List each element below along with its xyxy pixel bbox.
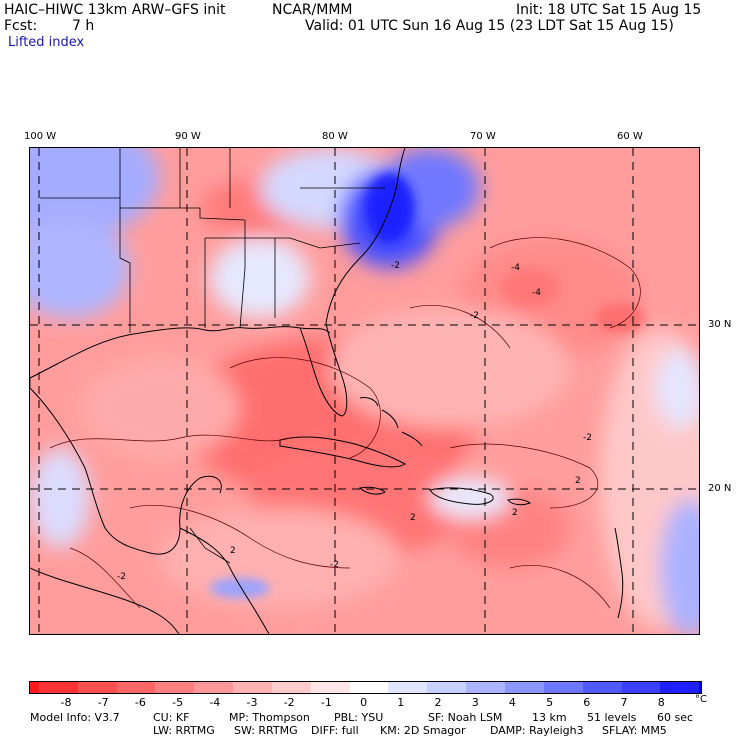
model-info-resolution: 13 km [532,711,567,724]
contour-label: 2 [575,476,581,486]
model-info-km: KM: 2D Smagor [380,724,466,737]
colorbar-tick-label: -4 [209,696,221,709]
colorbar-box [310,682,350,693]
forecast-hour: 7 h [72,18,95,34]
contour-label: -4 [511,263,520,273]
colorbar-box [699,682,702,693]
contour-label: 2 [230,546,236,556]
colorbar-box [194,682,234,693]
colorbar-tick-label: -7 [97,696,109,709]
contour-label: -2 [470,311,479,321]
model-info-sw: SW: RRTMG [234,724,298,737]
model-info-version: Model Info: V3.7 [30,711,120,724]
colorbar-box [543,682,583,693]
lat-label-30n: 30 N [708,319,732,330]
model-info-pbl: PBL: YSU [334,711,384,724]
colorbar-tick-label: -8 [60,696,72,709]
colorbar-tick-label: 4 [508,696,516,709]
colorbar-tick-label: -2 [283,696,295,709]
model-info-mp: MP: Thompson [229,711,310,724]
contour-label: -2 [117,572,126,582]
agency-label: NCAR/MMM [272,2,353,18]
colorbar-tick-label: -3 [246,696,258,709]
colorbar [29,681,702,694]
lon-label-80w: 80 W [322,131,348,142]
colorbar-tick-label: 7 [620,696,628,709]
forecast-label: Fcst: [4,18,38,34]
model-info-diff: DIFF: full [311,724,359,737]
colorbar-box [38,682,78,693]
contour-label-group: -2 -4 -4 -2 -2 2 2 2 -2 -2 2 [117,261,592,582]
model-info-sflay: SFLAY: MM5 [602,724,667,737]
colorbar-tick-label: 0 [360,696,368,709]
colorbar-box [388,682,428,693]
colorbar-box [271,682,311,693]
colorbar-box [30,682,39,693]
colorbar-tick-label: 1 [397,696,405,709]
colorbar-box [621,682,661,693]
colorbar-tick-label: -5 [172,696,184,709]
model-info-damp: DAMP: Rayleigh3 [490,724,584,737]
colorbar-box [504,682,544,693]
lon-label-70w: 70 W [470,131,496,142]
contour-label: 2 [512,508,518,518]
colorbar-box [466,682,505,693]
colorbar-box [349,682,389,693]
lifted-index-map: -2 -4 -4 -2 -2 2 2 2 -2 -2 2 [29,147,700,635]
colorbar-box [582,682,622,693]
colorbar-tick-label: 8 [657,696,665,709]
colorbar-unit: °C [695,694,707,705]
lon-label-100w: 100 W [24,131,57,142]
lon-label-60w: 60 W [617,131,643,142]
colorbar-box [233,682,272,693]
init-time: Init: 18 UTC Sat 15 Aug 15 [516,2,702,18]
state-borders [30,148,385,564]
model-info-timestep: 60 sec [657,711,694,724]
contour-label: 2 [410,513,416,523]
model-title: HAIC–HIWC 13km ARW–GFS init [4,2,226,18]
colorbar-box [155,682,195,693]
contour-label: -4 [532,288,541,298]
colorbar-tick-label: -1 [320,696,332,709]
colorbar-box [660,682,700,693]
contour-label: -2 [330,560,339,570]
colorbar-tick-label: 5 [546,696,554,709]
colorbar-box [427,682,467,693]
contour-label: -2 [583,433,592,443]
model-info-lw: LW: RRTMG [153,724,215,737]
model-info-sf: SF: Noah LSM [428,711,503,724]
coastlines [30,148,624,634]
lat-label-20n: 20 N [708,483,732,494]
valid-time: Valid: 01 UTC Sun 16 Aug 15 (23 LDT Sat … [305,18,674,34]
colorbar-tick-label: 2 [434,696,442,709]
colorbar-tick-label: -6 [134,696,146,709]
colorbar-box [116,682,156,693]
model-info-levels: 51 levels [587,711,637,724]
colorbar-tick-label: 3 [471,696,479,709]
field-name: Lifted index [8,35,85,50]
colorbar-box [77,682,117,693]
contour-label: -2 [391,261,400,271]
model-info-cu: CU: KF [153,711,190,724]
graticule [30,148,699,634]
colorbar-tick-label: 6 [583,696,591,709]
lon-label-90w: 90 W [175,131,201,142]
